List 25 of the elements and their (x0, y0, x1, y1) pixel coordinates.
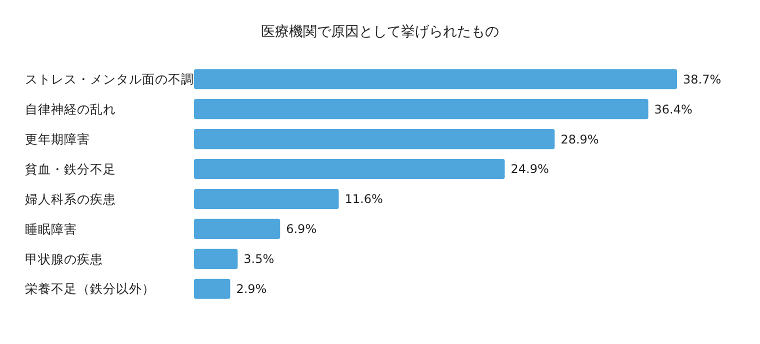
bar (194, 129, 555, 150)
y-tick-label: ストレス・メンタル面の不調 (25, 72, 194, 87)
data-label: 2.9% (236, 282, 267, 296)
bar (194, 99, 648, 120)
bar (194, 158, 505, 180)
data-label: 3.5% (244, 252, 274, 266)
y-tick-label: 栄養不足（鉄分以外） (25, 281, 155, 296)
bar (194, 188, 339, 210)
y-tick-label: 婦人科系の疾患 (25, 191, 116, 206)
y-tick-label: 貧血・鉄分不足 (25, 161, 116, 176)
y-tick-label: 睡眠障害 (25, 221, 77, 236)
y-tick-label: 甲状腺の疾患 (25, 251, 103, 266)
bar (194, 218, 280, 239)
data-label: 11.6% (344, 192, 383, 206)
bar (194, 69, 677, 90)
bar (194, 278, 230, 299)
y-tick-label: 自律神経の乱れ (25, 101, 116, 116)
data-label: 24.9% (510, 162, 549, 176)
data-label: 28.9% (560, 132, 599, 146)
chart-title: 医療機関で原因として挙げられたもの (261, 24, 499, 40)
data-label: 6.9% (286, 222, 317, 236)
bar (194, 248, 238, 269)
data-label: 36.4% (654, 102, 692, 116)
y-tick-label: 更年期障害 (25, 131, 90, 146)
data-label: 38.7% (683, 72, 722, 86)
